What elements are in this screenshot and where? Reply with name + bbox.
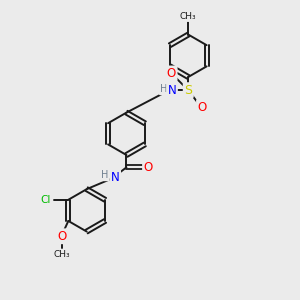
- Text: CH₃: CH₃: [180, 12, 196, 21]
- Text: S: S: [184, 84, 192, 97]
- Text: O: O: [57, 230, 67, 243]
- Text: H: H: [101, 170, 108, 180]
- Text: O: O: [167, 67, 176, 80]
- Text: N: N: [168, 84, 176, 97]
- Text: CH₃: CH₃: [53, 250, 70, 259]
- Text: N: N: [111, 171, 120, 184]
- Text: H: H: [160, 84, 167, 94]
- Text: Cl: Cl: [41, 195, 51, 205]
- Text: O: O: [144, 161, 153, 174]
- Text: O: O: [197, 100, 207, 113]
